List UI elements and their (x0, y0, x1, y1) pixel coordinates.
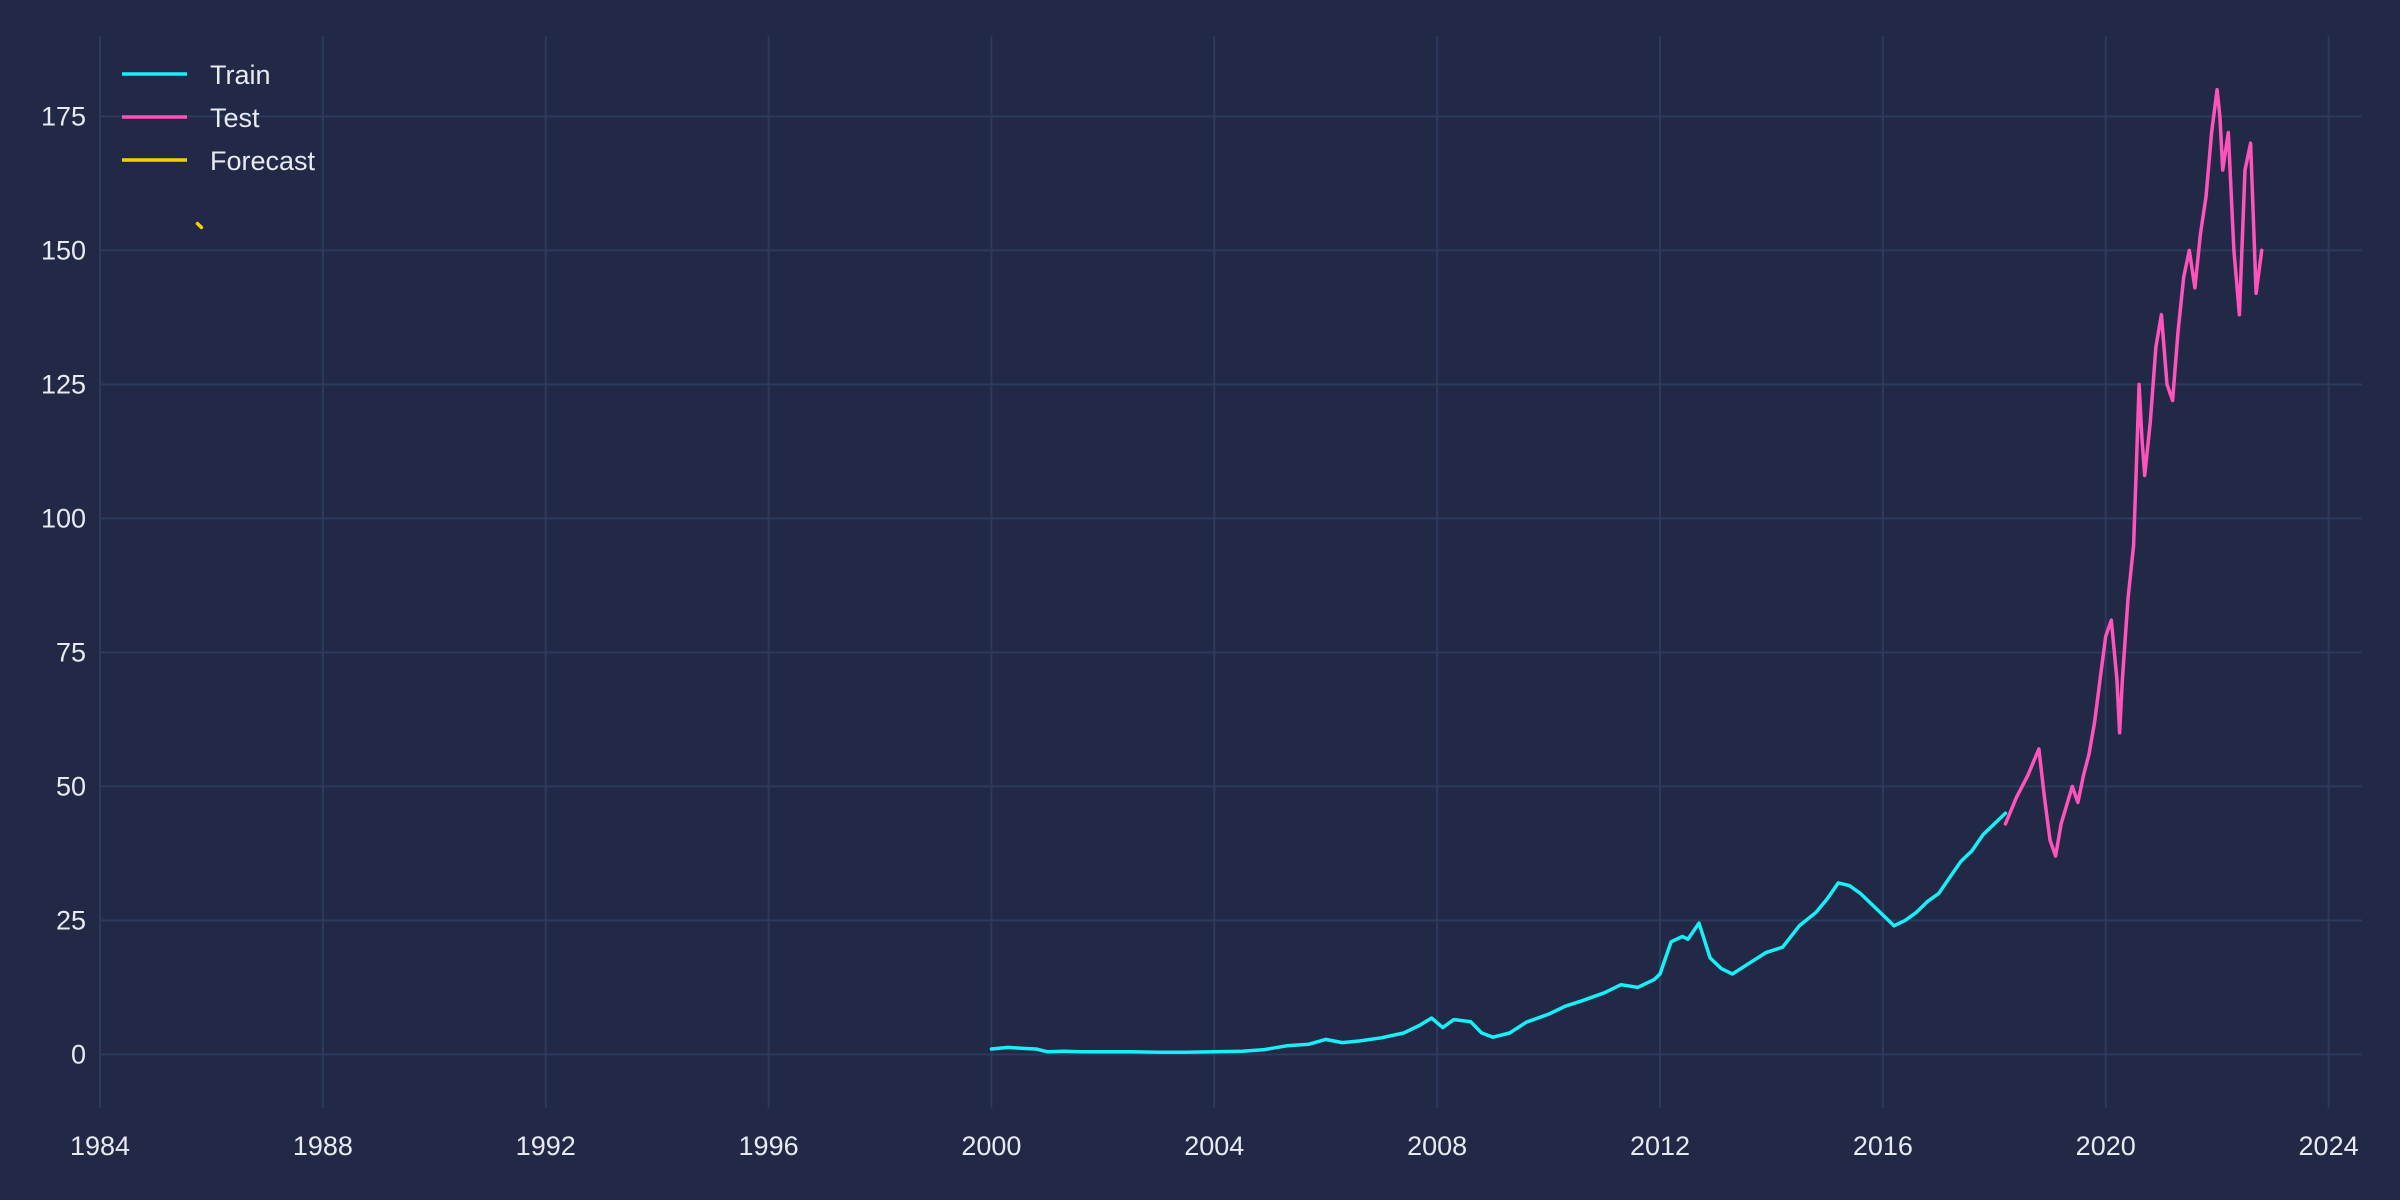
x-tick-label: 1992 (516, 1131, 576, 1161)
x-tick-label: 2000 (961, 1131, 1021, 1161)
y-tick-label: 150 (41, 235, 86, 265)
legend-label-train: Train (210, 60, 271, 90)
series-line-train (989, 811, 2008, 1055)
x-tick-label: 2004 (1184, 1131, 1244, 1161)
x-tick-label: 1984 (70, 1131, 130, 1161)
x-grid-lines (99, 36, 2330, 1108)
legend-item-test: Test (122, 103, 260, 133)
series-layer (195, 87, 2264, 1055)
legend-item-forecast: Forecast (122, 146, 316, 176)
y-tick-label: 0 (71, 1039, 86, 1069)
legend-item-train: Train (122, 60, 271, 90)
series-line-test (2003, 87, 2264, 858)
y-grid-lines (100, 115, 2362, 1056)
series-line-forecast (195, 221, 204, 230)
y-tick-label: 50 (56, 771, 86, 801)
legend-label-forecast: Forecast (210, 146, 316, 176)
y-axis-tick-labels: 0 25 50 75 100 125 150 175 (41, 101, 86, 1069)
y-tick-label: 175 (41, 101, 86, 131)
y-tick-label: 75 (56, 637, 86, 667)
y-tick-label: 25 (56, 905, 86, 935)
x-tick-label: 2024 (2299, 1131, 2359, 1161)
y-tick-label: 125 (41, 369, 86, 399)
x-tick-label: 1988 (293, 1131, 353, 1161)
x-tick-label: 2020 (2076, 1131, 2136, 1161)
x-tick-label: 2012 (1630, 1131, 1690, 1161)
x-tick-label: 2016 (1853, 1131, 1913, 1161)
x-axis-tick-labels: 1984 1988 1992 1996 2000 2004 2008 2012 2016 2020… (70, 1131, 2359, 1161)
legend-label-test: Test (210, 103, 260, 133)
legend: Train Test Forecast (122, 60, 316, 176)
y-tick-label: 100 (41, 503, 86, 533)
x-tick-label: 1996 (739, 1131, 799, 1161)
x-tick-label: 2008 (1407, 1131, 1467, 1161)
